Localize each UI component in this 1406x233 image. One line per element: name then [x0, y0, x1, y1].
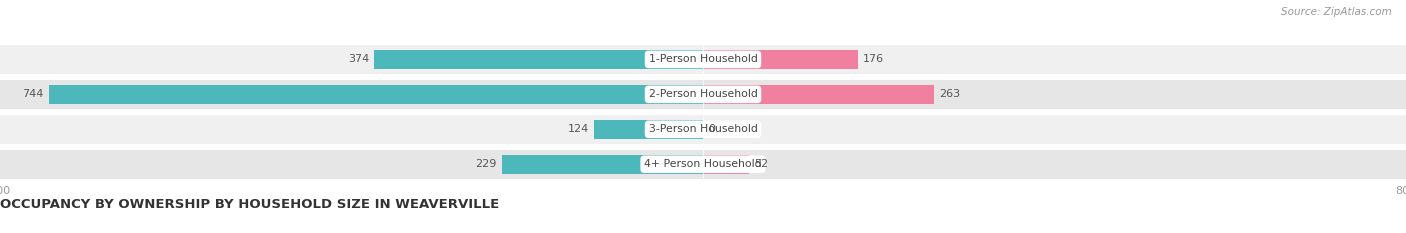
- Bar: [0, 150, 1406, 178]
- Text: 229: 229: [475, 159, 496, 169]
- Bar: [703, 85, 934, 104]
- Bar: [0, 115, 1406, 144]
- Text: 0: 0: [709, 124, 716, 134]
- Text: 124: 124: [568, 124, 589, 134]
- Text: 263: 263: [939, 89, 960, 99]
- Bar: [593, 120, 703, 139]
- Text: 176: 176: [863, 55, 884, 64]
- Bar: [0, 80, 1406, 109]
- Text: 3-Person Household: 3-Person Household: [648, 124, 758, 134]
- Text: 2-Person Household: 2-Person Household: [648, 89, 758, 99]
- Bar: [49, 85, 703, 104]
- Bar: [502, 155, 703, 174]
- Text: 4+ Person Household: 4+ Person Household: [644, 159, 762, 169]
- Text: 374: 374: [347, 55, 368, 64]
- Bar: [703, 50, 858, 69]
- Bar: [374, 50, 703, 69]
- Text: OCCUPANCY BY OWNERSHIP BY HOUSEHOLD SIZE IN WEAVERVILLE: OCCUPANCY BY OWNERSHIP BY HOUSEHOLD SIZE…: [0, 199, 499, 212]
- Text: Source: ZipAtlas.com: Source: ZipAtlas.com: [1281, 7, 1392, 17]
- Bar: [0, 45, 1406, 74]
- Text: 52: 52: [754, 159, 768, 169]
- Bar: [703, 155, 749, 174]
- Legend: Owner-occupied, Renter-occupied: Owner-occupied, Renter-occupied: [589, 230, 817, 233]
- Text: 1-Person Household: 1-Person Household: [648, 55, 758, 64]
- Text: 744: 744: [22, 89, 44, 99]
